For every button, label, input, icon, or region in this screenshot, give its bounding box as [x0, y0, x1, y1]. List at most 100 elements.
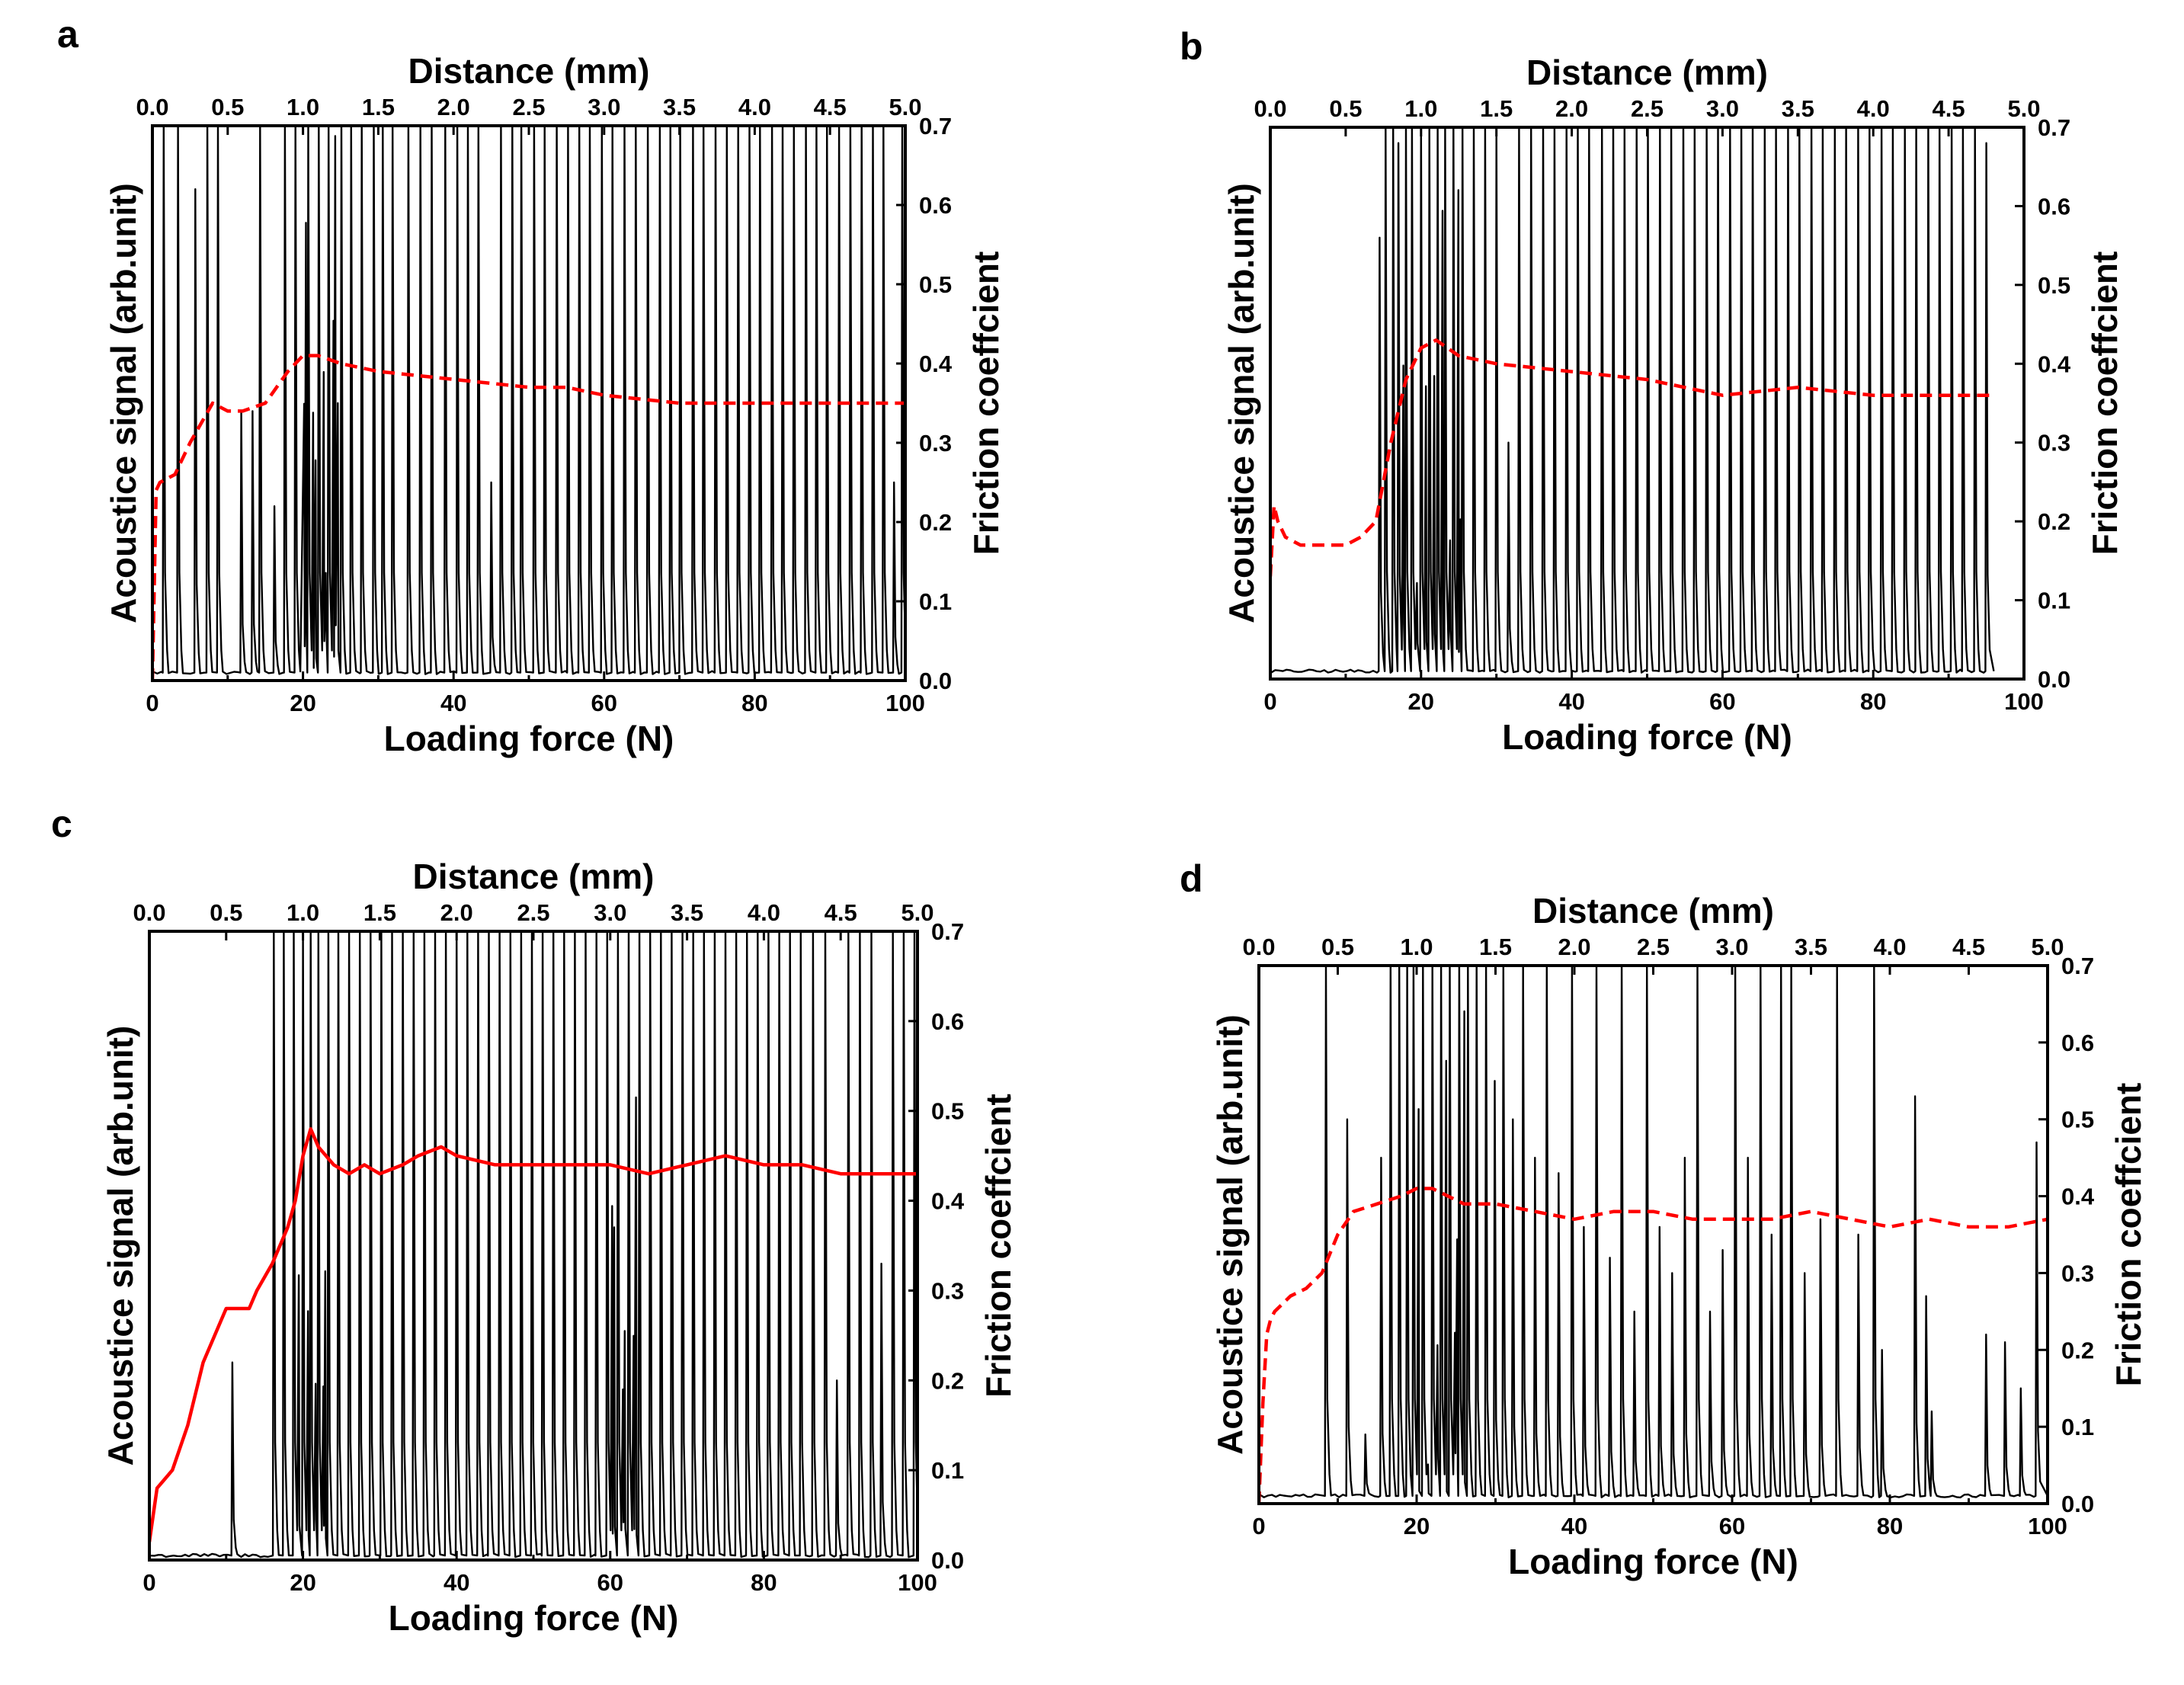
x2-tick-label: 5.0 — [889, 94, 921, 120]
x-tick-label: 60 — [597, 1569, 623, 1596]
x2-tick-label: 3.0 — [1706, 95, 1739, 122]
y2-tick-label: 0.1 — [931, 1457, 964, 1484]
x2-tick-label: 4.5 — [825, 899, 857, 926]
x2-tick-label: 4.5 — [814, 94, 847, 120]
x2-tick-label: 3.0 — [594, 899, 626, 926]
y2-axis-title: Friction coeffcient — [966, 251, 1006, 556]
x-tick-label: 100 — [885, 690, 925, 716]
y2-tick-label: 0.2 — [919, 509, 952, 536]
friction-coefficient-line — [1259, 1187, 2048, 1504]
x2-tick-label: 1.5 — [362, 94, 395, 120]
y2-tick-label: 0.6 — [919, 192, 952, 219]
y2-tick-label: 0.3 — [919, 430, 952, 456]
y2-tick-label: 0.5 — [931, 1098, 964, 1125]
y2-tick-label: 0.6 — [931, 1008, 964, 1035]
panel-label: b — [1180, 25, 1203, 68]
x2-tick-label: 0.0 — [136, 94, 168, 120]
x2-tick-label: 1.0 — [287, 899, 319, 926]
x2-axis-title: Distance (mm) — [408, 51, 650, 91]
x-tick-label: 40 — [444, 1569, 469, 1596]
x2-tick-label: 5.0 — [901, 899, 933, 926]
y2-tick-label: 0.2 — [2061, 1337, 2094, 1363]
x-tick-label: 0 — [1263, 688, 1276, 715]
x-axis-title: Loading force (N) — [389, 1598, 679, 1638]
y-axis-title: Acoustice signal (arb.unit) — [1222, 183, 1261, 623]
y2-tick-label: 0.4 — [2061, 1184, 2095, 1210]
x2-axis-title: Distance (mm) — [413, 857, 655, 896]
y2-axis-title: Friction coeffcient — [2109, 1083, 2148, 1387]
panel-label: c — [51, 802, 72, 845]
x-tick-label: 60 — [1709, 688, 1735, 715]
x2-tick-label: 3.5 — [1782, 95, 1814, 122]
y2-tick-label: 0.1 — [2038, 588, 2070, 614]
y2-tick-label: 0.6 — [2038, 193, 2070, 219]
x-tick-label: 80 — [1877, 1513, 1903, 1539]
x2-tick-label: 1.0 — [1404, 95, 1437, 122]
x-tick-label: 100 — [2004, 688, 2044, 715]
y2-tick-label: 0.2 — [2038, 508, 2070, 535]
x-tick-label: 40 — [1561, 1513, 1587, 1539]
y2-axis-title: Friction coeffcient — [2085, 251, 2125, 556]
x2-tick-label: 2.5 — [512, 94, 545, 120]
y2-tick-label: 0.0 — [2038, 666, 2070, 693]
x2-tick-label: 2.0 — [1558, 934, 1590, 960]
x2-tick-label: 2.5 — [1631, 95, 1664, 122]
x2-tick-label: 0.5 — [1329, 95, 1362, 122]
y2-tick-label: 0.5 — [919, 271, 952, 298]
x2-tick-label: 4.0 — [1873, 934, 1906, 960]
y2-tick-label: 0.7 — [931, 918, 964, 945]
y2-tick-label: 0.1 — [919, 588, 952, 615]
y2-axis-title: Friction coeffcient — [978, 1094, 1018, 1398]
x2-tick-label: 0.0 — [1254, 95, 1286, 122]
x2-tick-label: 2.5 — [1637, 934, 1670, 960]
panel-label: a — [57, 13, 79, 56]
x2-axis-title: Distance (mm) — [1532, 891, 1774, 931]
y2-tick-label: 0.0 — [931, 1547, 964, 1574]
x2-tick-label: 5.0 — [2031, 934, 2064, 960]
y-axis-title: Acoustice signal (arb.unit) — [1210, 1014, 1250, 1455]
y2-tick-label: 0.4 — [919, 351, 953, 377]
acoustic-signal-line — [152, 126, 905, 675]
x-tick-label: 80 — [1860, 688, 1886, 715]
x-tick-label: 0 — [143, 1569, 155, 1596]
x2-tick-label: 1.5 — [1479, 934, 1512, 960]
x2-tick-label: 4.0 — [748, 899, 780, 926]
y2-tick-label: 0.5 — [2061, 1107, 2094, 1133]
x2-tick-label: 1.0 — [287, 94, 319, 120]
y2-tick-label: 0.5 — [2038, 272, 2070, 299]
x2-axis-title: Distance (mm) — [1526, 53, 1768, 92]
friction-coefficient-line — [1270, 338, 1994, 577]
x2-tick-label: 0.0 — [133, 899, 165, 926]
y2-tick-label: 0.3 — [2038, 430, 2070, 456]
x-tick-label: 40 — [1558, 688, 1584, 715]
y-axis-title: Acoustice signal (arb.unit) — [101, 1026, 140, 1466]
x-axis-title: Loading force (N) — [1508, 1542, 1798, 1581]
y2-tick-label: 0.6 — [2061, 1030, 2094, 1056]
y2-tick-label: 0.1 — [2061, 1414, 2094, 1440]
x2-tick-label: 4.5 — [1933, 95, 1965, 122]
x-axis-title: Loading force (N) — [384, 719, 674, 758]
x2-tick-label: 4.0 — [738, 94, 771, 120]
x2-tick-label: 2.5 — [517, 899, 549, 926]
x2-tick-label: 5.0 — [2007, 95, 2040, 122]
x-tick-label: 20 — [290, 690, 315, 716]
y2-tick-label: 0.3 — [2061, 1260, 2094, 1286]
x-tick-label: 80 — [751, 1569, 777, 1596]
x2-tick-label: 3.5 — [663, 94, 696, 120]
x-tick-label: 20 — [1404, 1513, 1430, 1539]
y2-tick-label: 0.4 — [2038, 351, 2071, 377]
y2-tick-label: 0.7 — [919, 113, 952, 139]
x2-tick-label: 3.0 — [588, 94, 620, 120]
x2-tick-label: 1.0 — [1400, 934, 1433, 960]
acoustic-signal-line — [1259, 966, 2048, 1499]
x2-tick-label: 0.0 — [1242, 934, 1275, 960]
x2-tick-label: 3.5 — [1795, 934, 1827, 960]
y2-tick-label: 0.7 — [2061, 953, 2094, 979]
x2-tick-label: 0.5 — [211, 94, 244, 120]
x2-tick-label: 0.5 — [210, 899, 242, 926]
